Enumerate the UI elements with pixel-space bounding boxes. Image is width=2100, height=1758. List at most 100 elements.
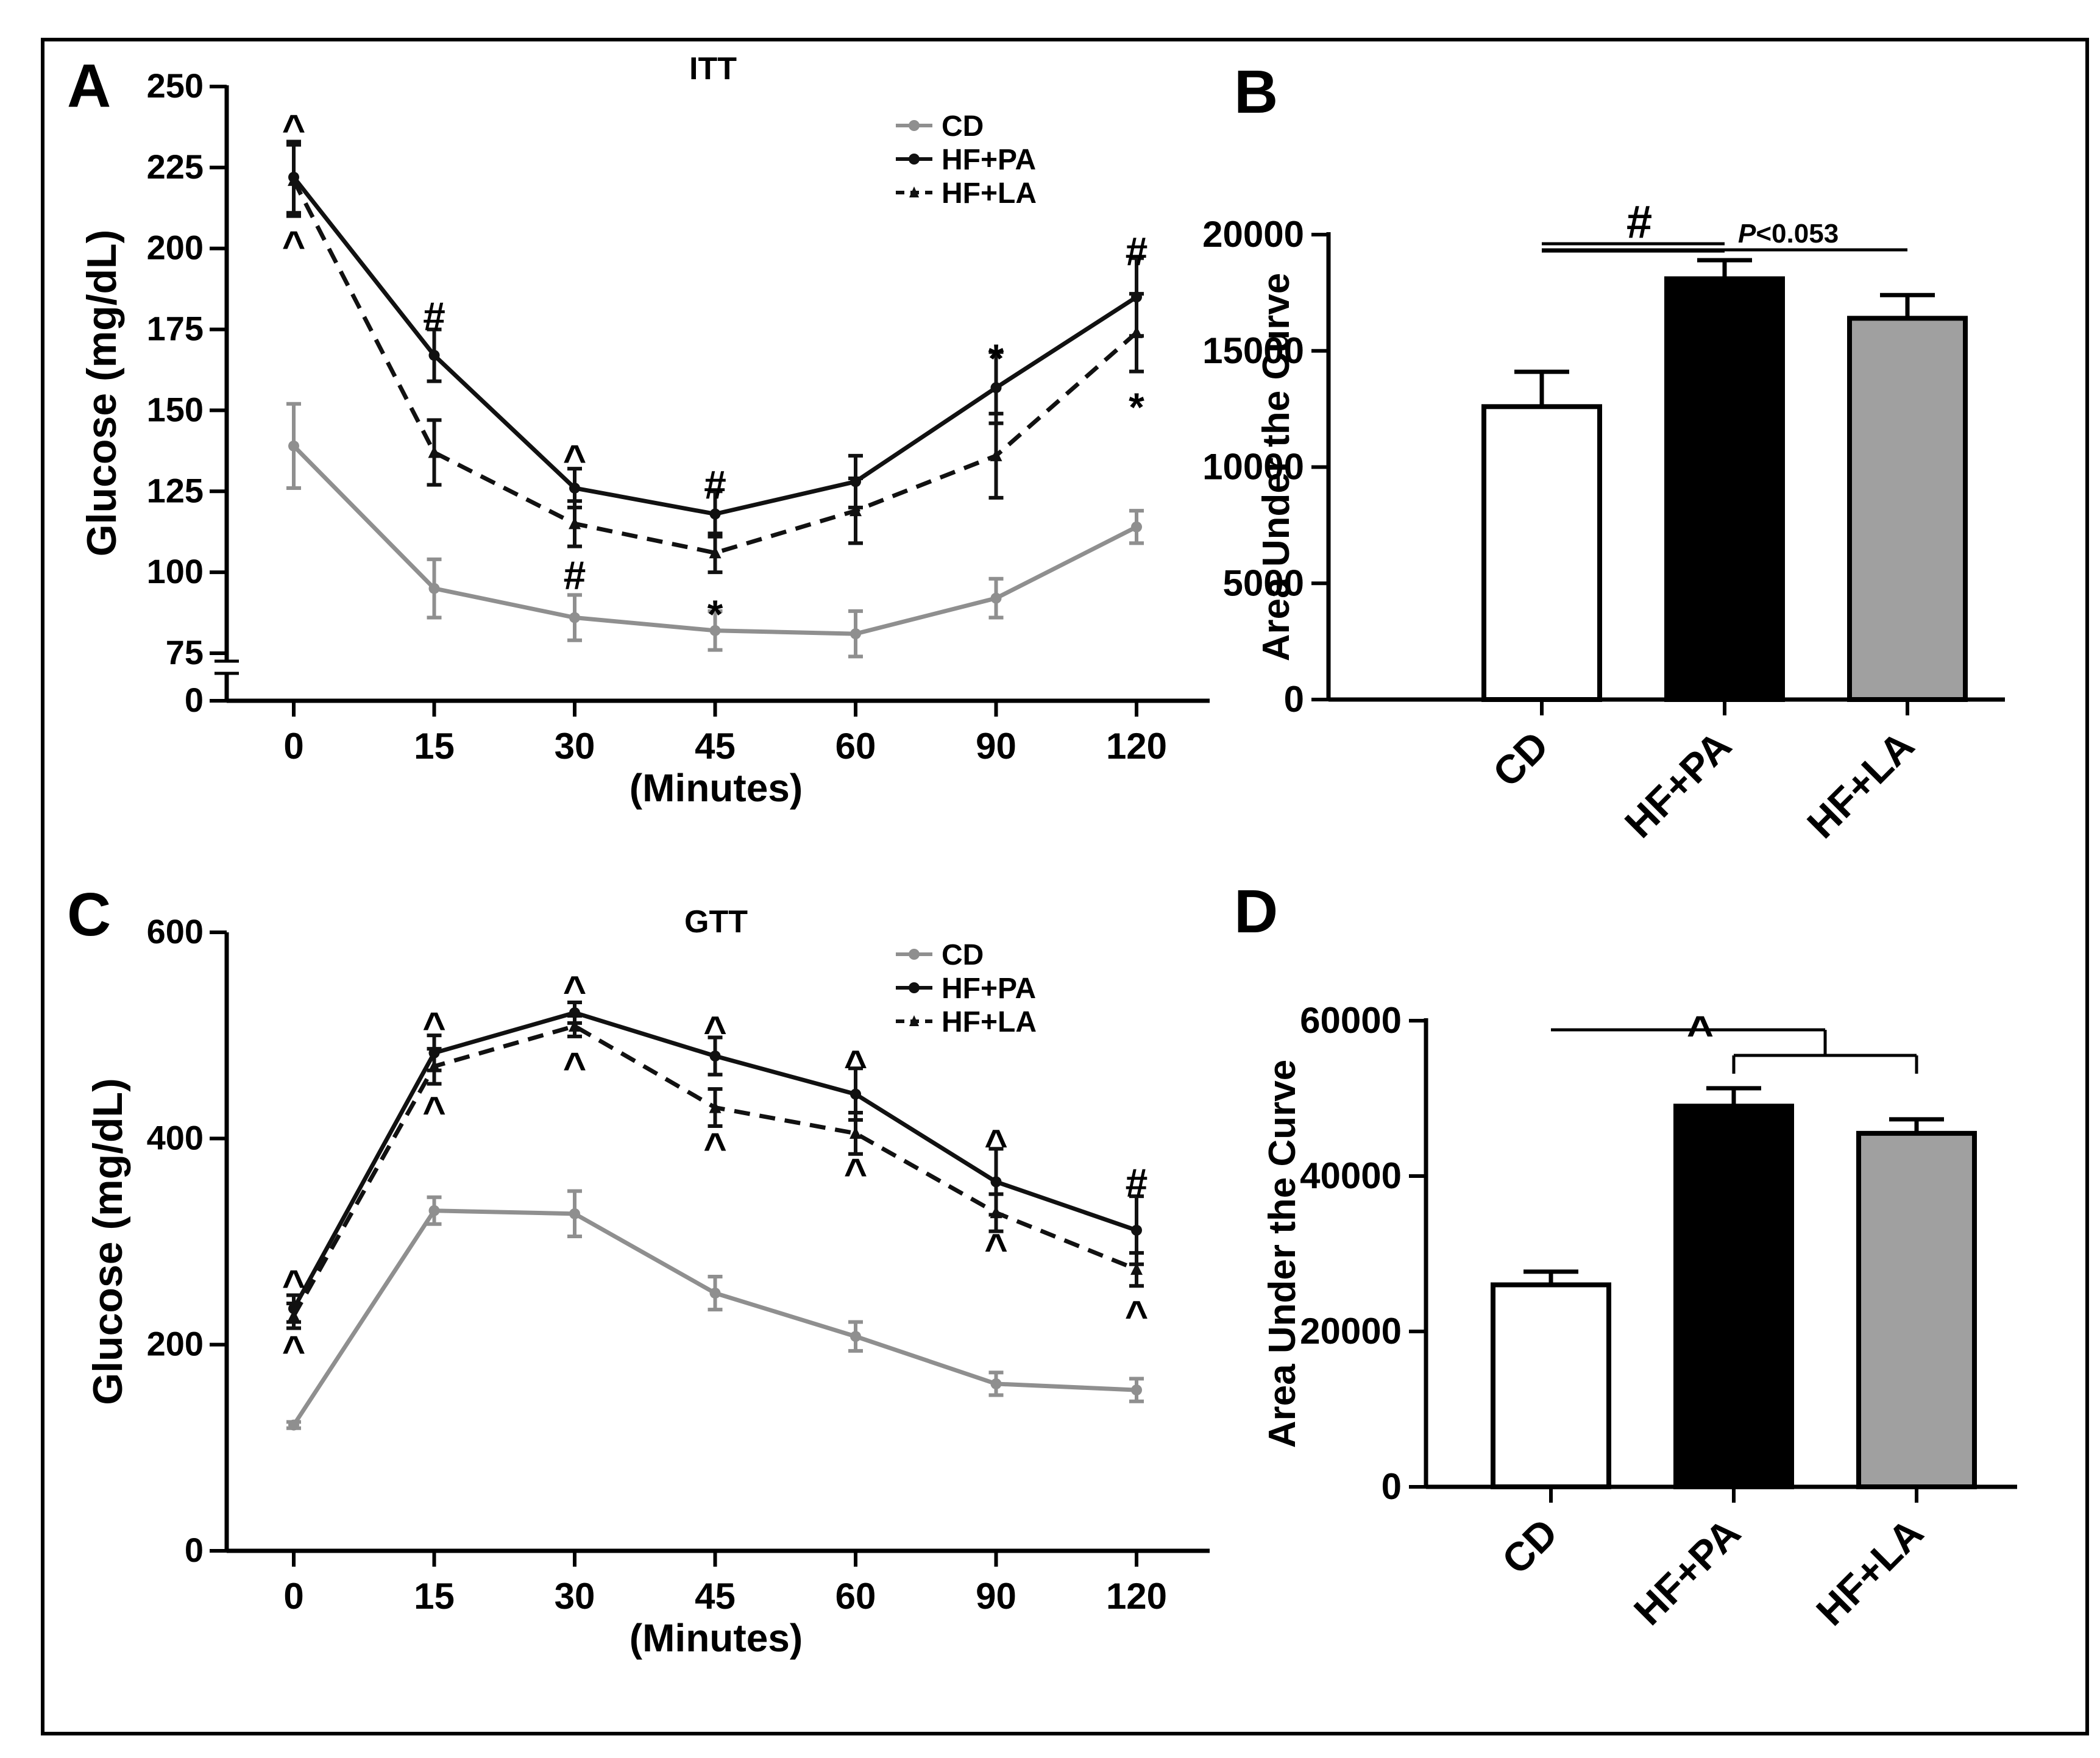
x-tick-label: HF+PA (1616, 723, 1740, 846)
significance-marker: # (564, 553, 586, 598)
data-point (1131, 521, 1142, 533)
legend-label: HF+PA (942, 973, 1036, 1005)
panel-b: B 20000 15000 10000 5000 0 Area Under the Curv… (1202, 58, 2005, 847)
panel-c: C GTT 600 400 200 0 0 15 30 45 60 90 120 (Minutes) Glu… (67, 881, 1210, 1660)
p-value-italic: P (1738, 219, 1756, 249)
y-tick-label: 600 (147, 912, 204, 951)
significance-marker: ^ (422, 1004, 446, 1049)
data-point (428, 1205, 440, 1216)
x-tick-label: 60 (835, 1576, 876, 1617)
x-tick-label: 0 (283, 726, 303, 767)
y-axis-label: Area Under the Curve (1255, 273, 1297, 661)
data-point (850, 1126, 862, 1139)
legend-label: CD (942, 110, 984, 143)
significance-marker: ^ (844, 1041, 868, 1086)
data-point (1131, 1384, 1142, 1396)
significance-marker: ^ (984, 1225, 1008, 1271)
figure-border (41, 38, 2089, 1735)
y-axis-label: Glucose (mg/dL) (85, 1078, 131, 1405)
y-tick-label: 40000 (1300, 1155, 1402, 1196)
panel-letter: C (67, 881, 111, 949)
data-point (428, 1059, 441, 1072)
bar-hf-pa (1673, 1104, 1794, 1489)
x-tick-label: 30 (555, 1576, 595, 1617)
y-tick-label: 125 (147, 471, 204, 509)
legend-marker (909, 154, 920, 165)
data-point (709, 546, 722, 559)
y-tick-label: 15000 (1202, 330, 1304, 371)
x-tick-label: 120 (1106, 726, 1167, 767)
data-point (709, 1101, 722, 1113)
legend-marker (909, 982, 920, 993)
significance-marker: # (1126, 1160, 1148, 1205)
significance-marker: * (1129, 385, 1144, 430)
data-point (850, 628, 861, 640)
panel-letter: B (1234, 58, 1278, 126)
significance-marker: ^ (703, 1124, 727, 1169)
legend-marker (909, 186, 919, 197)
significance-marker: * (988, 336, 1004, 381)
data-point (709, 1051, 721, 1062)
panel-letter: D (1234, 877, 1278, 946)
data-point (709, 625, 721, 636)
data-point (1130, 1263, 1143, 1275)
legend-marker (909, 1015, 919, 1026)
legend-label: HF+PA (942, 144, 1036, 176)
x-tick-label: HF+LA (1798, 723, 1923, 847)
y-tick-label: 175 (147, 310, 204, 348)
bar-hf-pa (1664, 276, 1785, 702)
x-tick-label: 90 (976, 1576, 1016, 1617)
y-tick-label: 20000 (1300, 1311, 1402, 1352)
x-tick-label: CD (1484, 723, 1557, 796)
x-tick-label: 0 (283, 1576, 303, 1617)
panel-letter: A (67, 52, 111, 120)
significance-marker: ^ (703, 1008, 727, 1053)
data-point (850, 1331, 861, 1342)
significance-marker: # (1126, 229, 1148, 274)
legend-label: HF+LA (942, 1006, 1037, 1038)
data-point (990, 592, 1002, 604)
legend-marker (909, 949, 920, 960)
x-tick-label: 45 (695, 726, 736, 767)
data-point (288, 440, 299, 452)
significance-marker: # (704, 462, 726, 507)
data-point (288, 1309, 300, 1322)
data-point (1131, 1224, 1142, 1236)
data-point (850, 504, 862, 517)
data-point (569, 482, 580, 494)
x-tick-label: 45 (695, 1576, 736, 1617)
y-tick-label: 400 (147, 1118, 204, 1157)
significance-marker: ^ (563, 436, 587, 481)
legend-label: CD (942, 939, 984, 971)
legend-label: HF+LA (942, 177, 1037, 210)
x-tick-label: HF+PA (1625, 1510, 1749, 1634)
data-point (428, 445, 441, 458)
y-tick-label: 10000 (1202, 447, 1304, 487)
data-point (709, 1288, 721, 1299)
y-tick-label: 0 (1284, 679, 1304, 720)
x-tick-label: 90 (976, 726, 1016, 767)
data-point (850, 1088, 861, 1100)
x-tick-label: 15 (414, 726, 455, 767)
significance-marker: ^ (984, 1121, 1008, 1166)
data-point (569, 1019, 581, 1032)
data-point (709, 508, 721, 520)
data-point (990, 1378, 1002, 1389)
x-axis-label: (Minutes) (630, 766, 803, 810)
data-point (990, 448, 1002, 461)
panel-d: D 60000 40000 20000 0 Area Under the Curve CD H… (1234, 877, 2017, 1634)
y-axis-label: Glucose (mg/dL) (79, 230, 125, 556)
data-point (569, 1208, 580, 1219)
significance-marker: ^ (282, 1327, 306, 1372)
y-tick-label: 75 (166, 633, 204, 672)
data-point (428, 583, 440, 594)
significance-marker: # (423, 294, 445, 339)
y-tick-label: 100 (147, 552, 204, 590)
x-tick-label: 30 (555, 726, 595, 767)
significance-marker: * (708, 592, 723, 637)
p-value-label: P<0.053 (1738, 219, 1839, 249)
significance-marker: ^ (563, 1044, 587, 1089)
y-tick-label: 150 (147, 390, 204, 428)
bar-cd (1491, 1282, 1611, 1489)
